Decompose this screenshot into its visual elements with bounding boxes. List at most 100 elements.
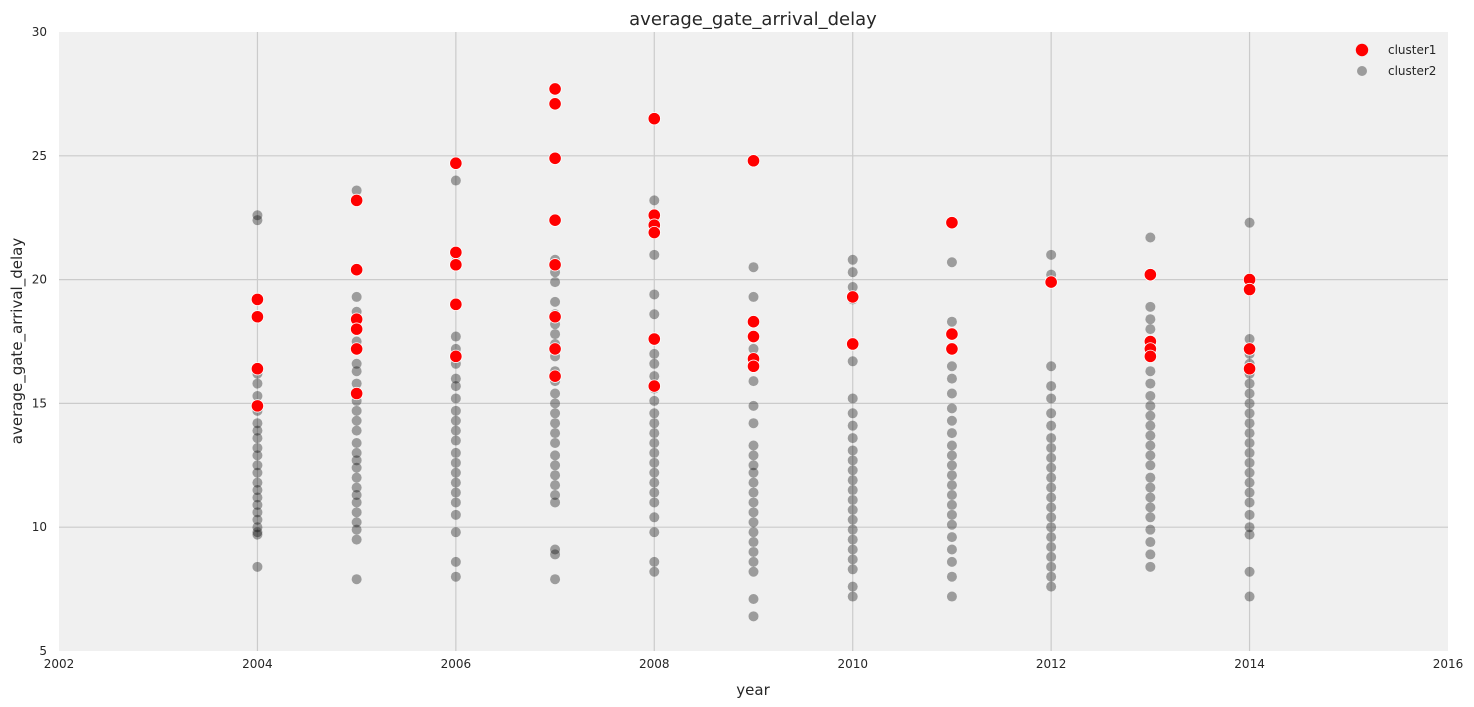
cluster2-point	[649, 497, 660, 508]
y-tick-labels: 5 10 15 20 25 30	[32, 25, 47, 658]
cluster2-point	[748, 594, 759, 605]
cluster1-point	[350, 386, 364, 401]
y-axis-label: average_gate_arrival_delay	[8, 238, 27, 445]
cluster2-point	[252, 460, 263, 471]
cluster1-point	[746, 315, 761, 329]
cluster2-point	[1244, 509, 1255, 520]
cluster2-point	[946, 509, 957, 520]
legend-label-cluster1: cluster1	[1388, 43, 1436, 57]
cluster2-point	[252, 210, 263, 221]
cluster2-point	[1046, 433, 1057, 444]
cluster2-point	[946, 373, 957, 384]
y-tick-label: 15	[32, 396, 47, 410]
cluster2-point	[1145, 549, 1156, 560]
cluster2-point	[351, 291, 362, 302]
cluster2-point	[450, 457, 461, 468]
cluster2-point	[946, 556, 957, 567]
cluster2-point	[847, 581, 858, 592]
cluster2-point	[1145, 324, 1156, 335]
cluster2-point	[1046, 561, 1057, 572]
cluster2-point	[550, 450, 561, 461]
cluster2-point	[1244, 388, 1255, 399]
cluster2-point	[1046, 512, 1057, 523]
cluster2-point	[351, 438, 362, 449]
cluster2-point	[252, 477, 263, 488]
cluster2-point	[252, 529, 263, 540]
cluster1-point	[548, 151, 562, 165]
cluster2-point	[1244, 467, 1255, 478]
x-tick-label: 2014	[1234, 657, 1265, 671]
cluster2-point	[748, 440, 759, 451]
cluster2-point	[649, 408, 660, 419]
cluster2-point	[1046, 532, 1057, 543]
cluster2-point	[1046, 408, 1057, 419]
cluster2-point	[450, 373, 461, 384]
x-tick-labels: 2002 2004 2006 2008 2010 2012 2014 2016	[44, 657, 1464, 671]
cluster2-point	[649, 467, 660, 478]
cluster2-point	[946, 571, 957, 582]
cluster2-point	[748, 477, 759, 488]
legend-label-cluster2: cluster2	[1388, 64, 1436, 78]
cluster1-point	[647, 332, 661, 346]
cluster1-point	[350, 263, 364, 277]
cluster2-point	[550, 438, 561, 449]
cluster2-point	[1244, 566, 1255, 577]
cluster2-point	[252, 418, 263, 429]
cluster2-point	[351, 497, 362, 508]
cluster2-point	[351, 507, 362, 518]
cluster2-point	[1145, 472, 1156, 483]
cluster2-point	[748, 343, 759, 354]
cluster2-point	[450, 447, 461, 458]
legend-marker-cluster2	[1357, 66, 1367, 76]
cluster2-point	[847, 504, 858, 515]
cluster2-point	[748, 537, 759, 548]
cluster2-point	[946, 450, 957, 461]
cluster2-point	[351, 574, 362, 585]
cluster2-point	[450, 381, 461, 392]
cluster2-point	[1046, 482, 1057, 493]
cluster2-point	[847, 564, 858, 575]
cluster2-point	[946, 428, 957, 439]
cluster1-point	[945, 342, 959, 356]
cluster2-point	[351, 462, 362, 473]
cluster1-point	[250, 310, 265, 324]
cluster2-point	[748, 400, 759, 411]
cluster1-point	[945, 216, 959, 230]
cluster2-point	[550, 490, 561, 501]
cluster2-point	[1244, 497, 1255, 508]
cluster2-point	[1244, 591, 1255, 602]
cluster2-point	[946, 470, 957, 481]
cluster1-point	[846, 290, 860, 304]
cluster2-point	[550, 497, 561, 508]
cluster2-point	[946, 403, 957, 414]
cluster1-point	[449, 258, 463, 272]
cluster2-point	[748, 611, 759, 622]
cluster2-point	[252, 390, 263, 401]
cluster1-point	[449, 245, 463, 259]
cluster1-point	[746, 154, 761, 168]
cluster2-point	[252, 450, 263, 461]
cluster2-point	[649, 395, 660, 406]
cluster1-point	[350, 193, 364, 207]
cluster1-point	[350, 322, 364, 336]
cluster2-point	[847, 524, 858, 535]
cluster2-point	[847, 514, 858, 525]
cluster2-point	[946, 519, 957, 530]
cluster2-point	[550, 388, 561, 399]
cluster1-point	[1143, 268, 1157, 282]
x-axis-label: year	[736, 681, 770, 699]
cluster2-point	[1145, 524, 1156, 535]
cluster2-point	[1244, 334, 1255, 345]
cluster2-point	[550, 296, 561, 307]
cluster2-point	[1244, 487, 1255, 498]
cluster2-point	[946, 532, 957, 543]
cluster2-point	[847, 254, 858, 265]
cluster2-point	[550, 277, 561, 288]
cluster1-point	[746, 329, 761, 344]
cluster2-point	[1046, 361, 1057, 372]
cluster2-point	[351, 358, 362, 369]
cluster2-point	[847, 544, 858, 555]
cluster2-point	[748, 460, 759, 471]
legend: cluster1 cluster2	[1355, 43, 1436, 78]
